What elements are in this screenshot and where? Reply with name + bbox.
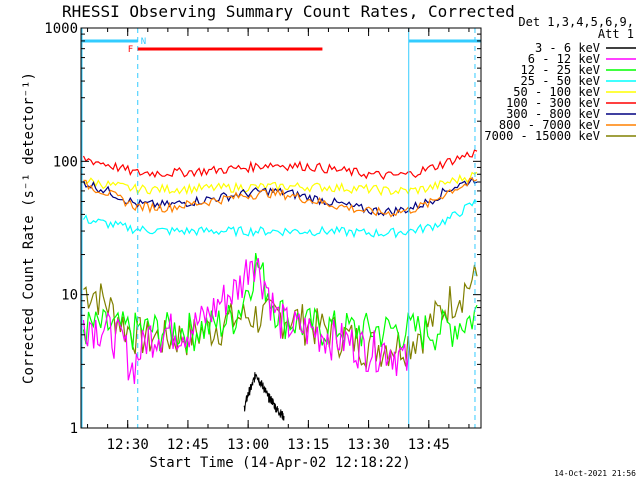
series-line-3 [82, 199, 478, 239]
y-tick-label-2: 100 [53, 154, 78, 170]
legend-label-8: 7000 - 15000 keV [484, 129, 600, 143]
x-tick-label-3: 13:15 [287, 437, 329, 453]
legend-label-6: 300 - 800 keV [506, 107, 600, 121]
chart-title: RHESSI Observing Summary Count Rates, Co… [62, 2, 515, 21]
legend-label-0: 3 - 6 keV [535, 41, 600, 55]
legend-label-2: 12 - 25 keV [521, 63, 600, 77]
y-axis-label: Corrected Count Rate (s⁻¹ detector⁻¹) [21, 72, 37, 384]
x-tick-label-0: 12:30 [107, 437, 149, 453]
flag-layer: NF [81, 28, 481, 428]
axis-layer: 12:30 12:45 13:00 13:15 13:30 13:45 1 10 100 1000 [44, 21, 481, 453]
series-line-8 [83, 264, 478, 370]
legend-header-2: Att 1 [598, 27, 634, 41]
series-line-1 [82, 257, 410, 385]
flare-flag-label: F [128, 45, 133, 55]
series-line-4 [83, 171, 478, 197]
legend-label-7: 800 - 7000 keV [499, 118, 600, 132]
series-line-6 [82, 176, 478, 217]
series-line-0 [243, 372, 285, 421]
series-layer [82, 149, 478, 421]
legend-label-4: 50 - 100 keV [513, 85, 600, 99]
x-tick-label-1: 12:45 [167, 437, 209, 453]
night-flag-label: N [141, 37, 146, 47]
x-tick-label-5: 13:45 [408, 437, 450, 453]
y-tick-label-0: 1 [70, 421, 78, 437]
legend-label-1: 6 - 12 keV [528, 52, 600, 66]
y-tick-label-1: 10 [61, 288, 78, 304]
x-axis-label: Start Time (14-Apr-02 12:18:22) [149, 455, 410, 471]
legend-header-1: Det 1,3,4,5,6,9, [518, 15, 634, 29]
series-line-5 [82, 149, 478, 181]
y-tick-label-3: 1000 [44, 21, 78, 37]
series-line-7 [83, 177, 478, 218]
x-tick-label-4: 13:30 [348, 437, 390, 453]
x-tick-label-2: 13:00 [227, 437, 269, 453]
legend-label-3: 25 - 50 keV [521, 74, 600, 88]
legend-label-5: 100 - 300 keV [506, 96, 600, 110]
plot-frame [80, 27, 482, 429]
series-line-2 [82, 252, 478, 353]
timestamp: 14-Oct-2021 21:56 [554, 469, 636, 478]
